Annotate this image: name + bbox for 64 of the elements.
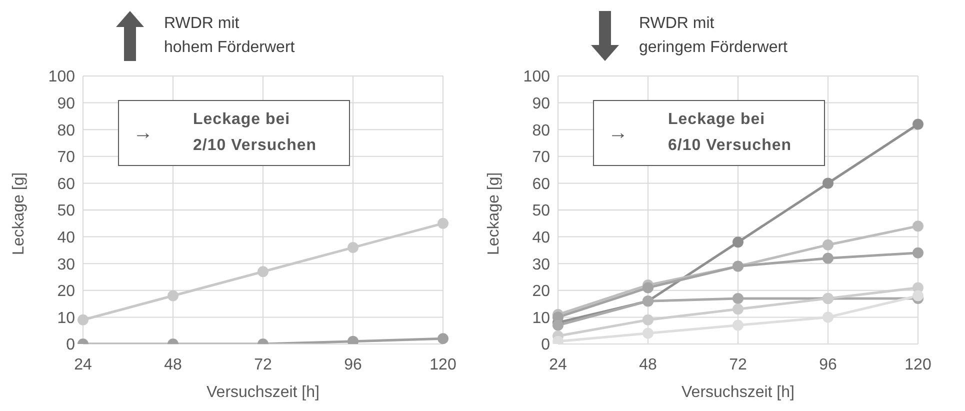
point [912,290,924,302]
x-tick-label: 72 [254,356,272,374]
y-tick-label: 60 [532,176,550,193]
point [78,314,88,326]
point [912,118,924,130]
point [642,314,654,326]
point [552,320,564,331]
point [732,292,744,304]
x-tick-label: 96 [344,356,362,374]
chart-title: RWDR mit geringem Förderwert [639,14,788,58]
point [258,266,268,278]
y-tick-label: 60 [57,176,76,193]
y-tick-label: 70 [532,149,550,166]
y-tick-label: 40 [532,229,550,246]
y-axis-title: Leckage [g] [10,172,28,255]
x-axis-title: Versuchszeit [h] [206,384,320,401]
y-tick-label: 90 [532,95,550,112]
y-tick-label: 50 [532,202,550,220]
point [168,290,178,302]
y-tick-label: 90 [57,95,76,112]
y-tick-label: 0 [66,336,76,354]
point [438,333,448,344]
x-tick-label: 96 [819,356,837,374]
point [642,328,654,339]
x-tick-label: 48 [164,356,182,374]
point [348,242,358,254]
chart-title: RWDR mit hohem Förderwert [164,14,295,58]
annotation: Leckage bei 2/10 Versuchen [193,110,317,156]
y-tick-label: 30 [57,256,76,274]
y-tick-label: 30 [532,256,550,274]
point [822,252,834,264]
x-tick-label: 120 [430,356,456,374]
y-tick-label: 80 [57,122,76,140]
y-tick-label: 0 [541,336,550,354]
point [732,304,744,315]
point [822,239,834,250]
x-tick-label: 48 [639,356,657,374]
x-axis-title: Versuchszeit [h] [682,384,794,401]
y-tick-label: 10 [532,310,550,327]
annotation: Leckage bei 6/10 Versuchen [668,110,792,156]
y-tick-label: 20 [532,283,550,300]
annotation: → [132,121,154,146]
y-axis-title: Leckage [g] [486,172,503,255]
point [822,312,834,323]
y-tick-label: 50 [57,202,76,220]
point [732,320,744,331]
x-tick-label: 120 [904,356,932,374]
point [438,218,448,229]
x-tick-label: 24 [549,356,567,374]
point [642,282,654,294]
x-tick-label: 24 [74,356,92,374]
y-tick-label: 80 [532,122,550,140]
y-tick-label: 100 [48,68,76,86]
annotation: → [607,121,630,146]
point [912,247,924,258]
y-tick-label: 70 [57,149,76,166]
y-tick-label: 20 [57,283,76,300]
y-tick-label: 100 [523,68,550,86]
x-tick-label: 72 [729,356,747,374]
point [732,236,744,248]
point [912,220,924,232]
point [822,178,834,189]
y-tick-label: 10 [57,310,76,327]
y-tick-label: 40 [57,229,76,246]
